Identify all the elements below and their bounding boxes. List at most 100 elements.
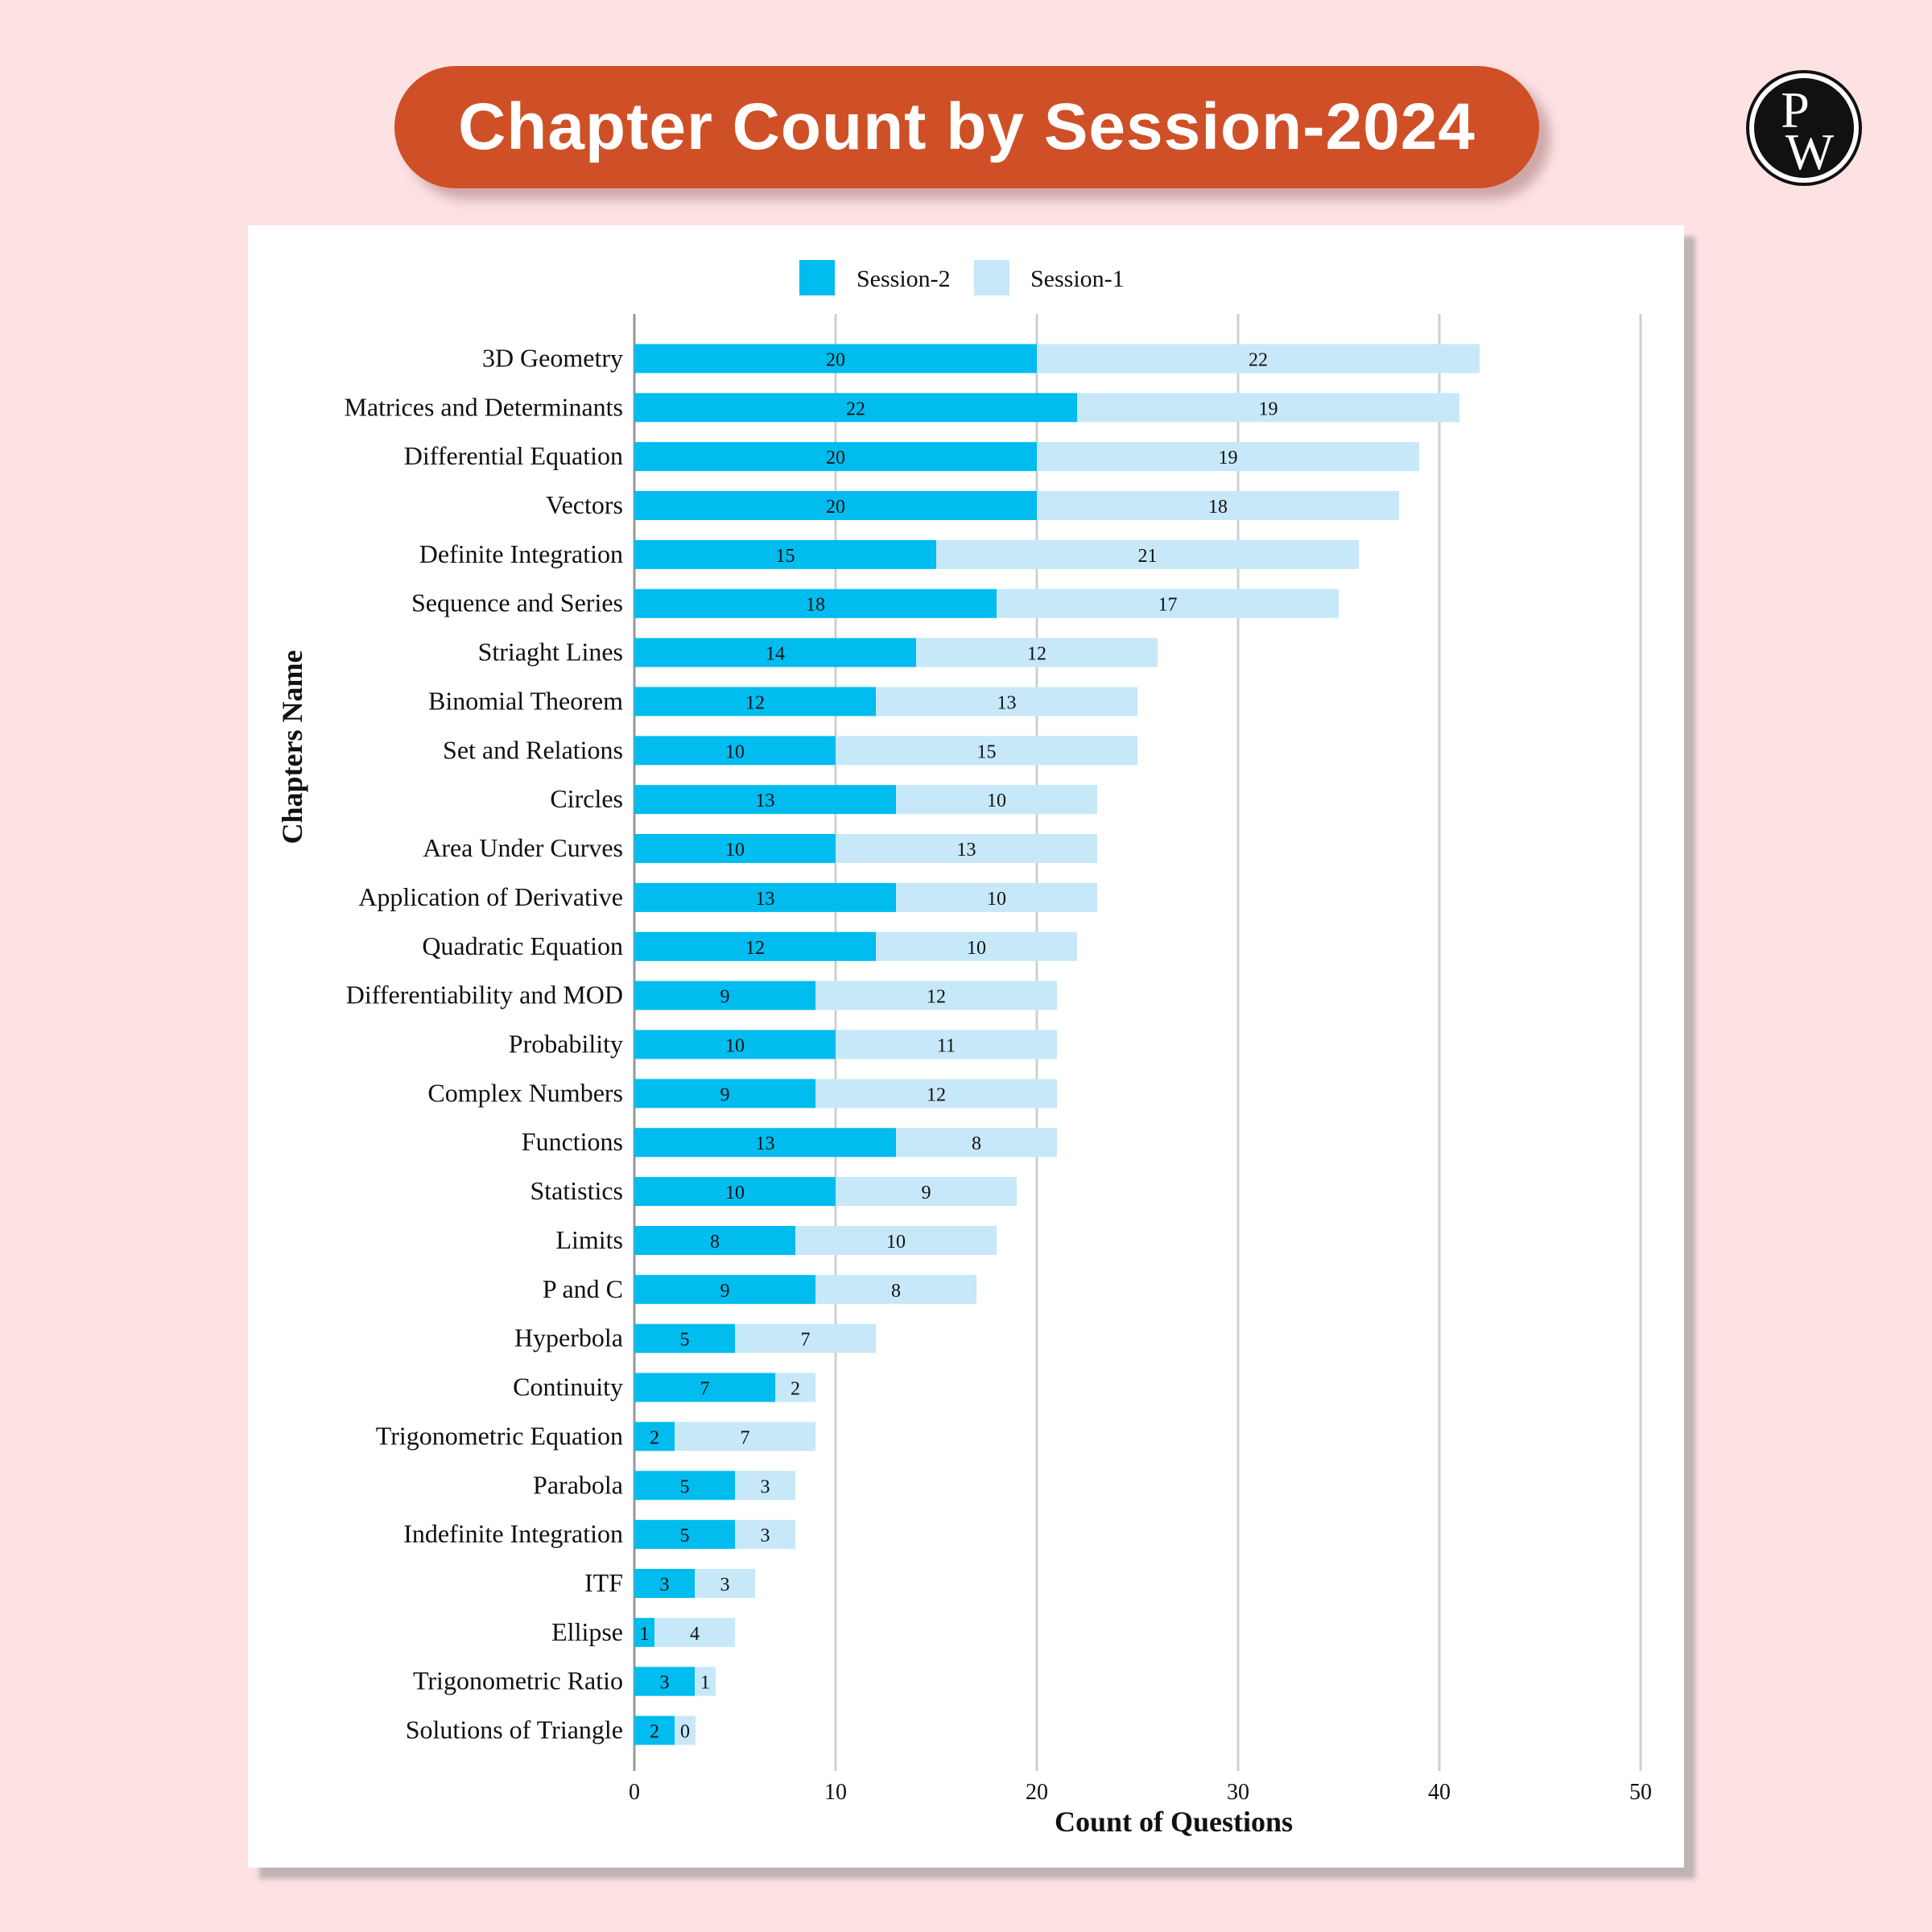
y-category-label: P and C	[543, 1274, 623, 1303]
y-category-label: Vectors	[546, 490, 623, 519]
bar-session-1	[896, 882, 1097, 912]
data-label-session-2: 5	[680, 1525, 690, 1546]
data-label-session-2: 12	[745, 692, 765, 713]
y-category-label: Differentiability and MOD	[346, 980, 623, 1009]
data-label-session-1: 10	[987, 889, 1006, 910]
data-label-session-1: 8	[972, 1133, 981, 1154]
data-label-session-2: 5	[680, 1330, 690, 1351]
x-tick-label: 0	[629, 1780, 640, 1805]
x-tick-label: 20	[1026, 1780, 1048, 1805]
data-label-session-1: 10	[987, 791, 1006, 811]
data-label-session-1: 21	[1138, 546, 1158, 567]
bar-session-1	[815, 980, 1057, 1010]
bar-session-2	[634, 539, 936, 569]
bar-session-2	[634, 1079, 815, 1108]
bar-session-1	[695, 1666, 716, 1696]
y-category-label: Statistics	[530, 1176, 623, 1205]
data-label-session-2: 13	[756, 791, 775, 811]
data-label-session-2: 13	[756, 1133, 775, 1154]
y-category-label: Parabola	[533, 1470, 623, 1499]
bar-session-2	[634, 785, 896, 815]
data-label-session-2: 2	[650, 1722, 659, 1743]
y-category-label: Trigonometric Equation	[376, 1421, 623, 1450]
bar-session-1	[654, 1617, 735, 1647]
bar-session-2	[634, 393, 1077, 423]
y-category-label: Hyperbola	[514, 1323, 623, 1352]
data-label-session-1: 2	[791, 1379, 800, 1400]
data-label-session-2: 3	[660, 1575, 670, 1596]
y-category-label: Definite Integration	[419, 539, 623, 568]
bar-session-1	[1037, 442, 1419, 472]
data-label-session-2: 13	[756, 889, 775, 910]
data-label-session-1: 3	[720, 1575, 730, 1596]
data-label-session-2: 10	[725, 1183, 745, 1203]
data-label-session-1: 15	[977, 741, 997, 762]
data-label-session-1: 18	[1208, 497, 1228, 518]
y-category-label: Matrices and Determinants	[344, 392, 623, 421]
bar-session-2	[634, 1323, 735, 1353]
data-label-session-2: 1	[640, 1624, 650, 1645]
y-category-label: Limits	[555, 1225, 623, 1254]
x-tick-label: 10	[824, 1780, 847, 1805]
data-label-session-1: 3	[761, 1525, 770, 1546]
y-category-label: Indefinite Integration	[403, 1519, 623, 1548]
data-label-session-2: 2	[650, 1427, 659, 1448]
bar-session-1	[815, 1274, 976, 1304]
bar-session-1	[836, 834, 1097, 864]
pw-logo-icon: P W	[1746, 70, 1862, 186]
data-label-session-1: 12	[927, 1084, 946, 1105]
bar-session-2	[634, 980, 815, 1010]
bar-session-2	[634, 1128, 896, 1158]
bar-session-1	[997, 588, 1339, 618]
y-category-label: Striaght Lines	[478, 638, 623, 667]
y-axis-title: Chapters Name	[276, 650, 308, 844]
y-category-label: ITF	[584, 1568, 623, 1597]
y-category-label: Differential Equation	[404, 441, 623, 470]
data-label-session-2: 15	[776, 546, 795, 567]
data-label-session-2: 22	[846, 398, 865, 419]
data-label-session-1: 4	[690, 1624, 700, 1645]
bar-session-2	[634, 736, 836, 766]
bar-session-2	[634, 1373, 775, 1402]
data-label-session-2: 8	[710, 1232, 720, 1253]
data-label-session-1: 12	[1027, 644, 1046, 665]
y-category-label: Trigonometric Ratio	[413, 1666, 623, 1695]
data-label-session-1: 13	[997, 692, 1017, 713]
bar-session-1	[735, 1323, 876, 1353]
bar-session-2	[634, 1030, 836, 1059]
bar-session-2	[634, 1225, 795, 1255]
bar-session-1	[1037, 491, 1399, 521]
bar-session-1	[896, 785, 1097, 815]
data-label-session-1: 10	[886, 1232, 906, 1253]
bar-session-2	[634, 834, 836, 864]
data-label-session-2: 7	[700, 1379, 710, 1400]
data-label-session-2: 20	[826, 349, 845, 370]
data-label-session-1: 7	[801, 1330, 811, 1351]
data-label-session-1: 17	[1158, 595, 1178, 616]
x-tick-label: 30	[1227, 1780, 1249, 1805]
chart-title-banner: Chapter Count by Session-2024	[394, 66, 1539, 188]
data-label-session-2: 10	[725, 840, 745, 861]
y-category-label: Quadratic Equation	[422, 931, 623, 960]
x-tick-label: 50	[1629, 1780, 1652, 1805]
data-label-session-1: 19	[1219, 448, 1238, 469]
legend-swatch-session-1	[974, 260, 1009, 295]
data-label-session-1: 22	[1249, 349, 1268, 370]
y-category-label: Area Under Curves	[423, 833, 623, 862]
x-axis-title: Count of Questions	[1055, 1806, 1293, 1838]
bar-session-1	[876, 931, 1077, 961]
bar-session-2	[634, 1471, 735, 1501]
bar-session-1	[1037, 344, 1480, 374]
data-label-session-2: 3	[660, 1673, 670, 1694]
y-category-label: Circles	[550, 784, 623, 813]
data-label-session-1: 8	[891, 1281, 901, 1302]
data-label-session-2: 10	[725, 1036, 745, 1057]
bar-session-2	[634, 882, 896, 912]
bar-session-2	[634, 588, 997, 618]
bar-session-1	[675, 1422, 815, 1451]
data-label-session-1: 11	[937, 1036, 956, 1057]
chart-card: Session-2 Session-1 20 22 22 19 20 19 20 18 15 21…	[248, 225, 1684, 1868]
data-label-session-1: 12	[927, 987, 946, 1008]
bar-session-2	[634, 931, 876, 961]
